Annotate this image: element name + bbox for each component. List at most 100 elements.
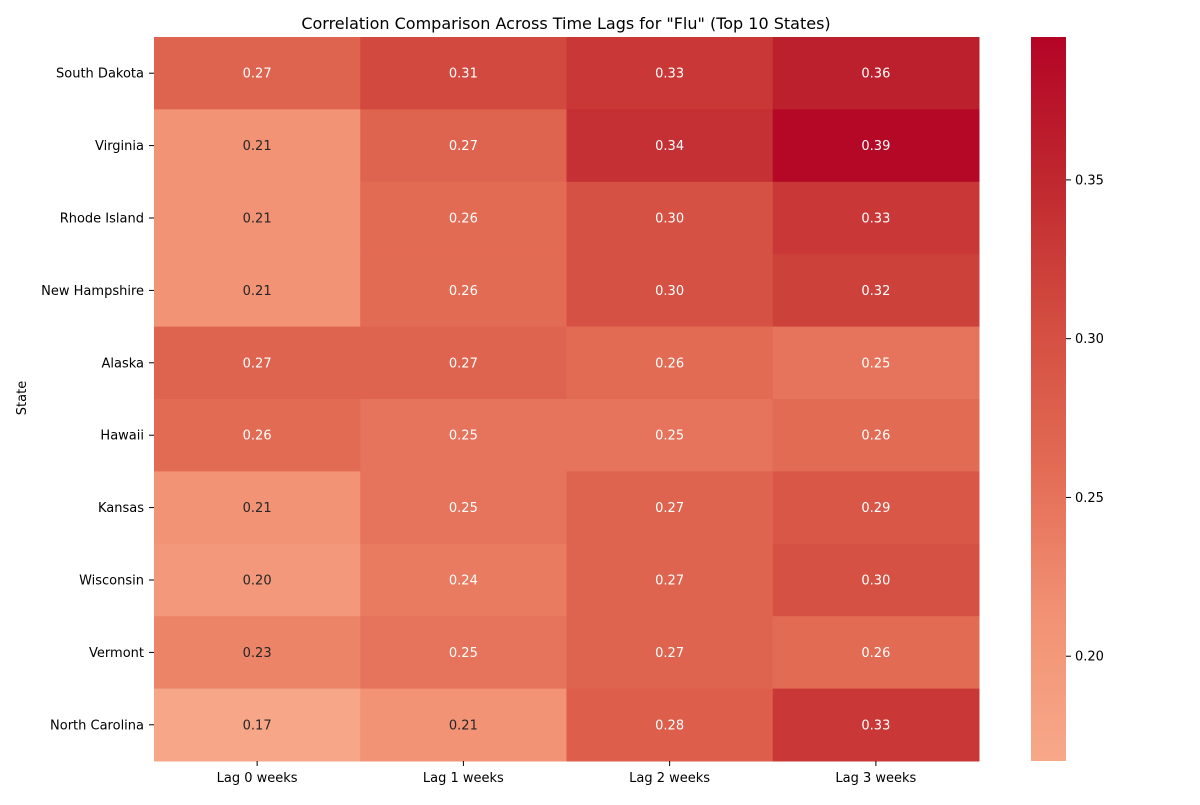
y-tick-label: North Carolina — [50, 718, 144, 733]
cell-value-label: 0.23 — [243, 646, 272, 661]
cell-value-label: 0.28 — [655, 718, 684, 733]
colorbar — [1031, 37, 1066, 761]
heatmap-cell — [154, 109, 361, 183]
heatmap-cell — [154, 254, 361, 328]
cell-value-label: 0.21 — [243, 284, 272, 299]
heatmap-cell — [360, 471, 567, 545]
cell-value-label: 0.27 — [655, 574, 684, 589]
colorbar-ticks: 0.20 0.25 0.30 0.35 — [1066, 173, 1104, 665]
heatmap-cell — [566, 616, 774, 690]
heatmap-cell — [772, 616, 980, 690]
cell-value-label: 0.33 — [655, 67, 684, 82]
cell-value-label: 0.33 — [861, 718, 890, 733]
cell-value-label: 0.25 — [861, 356, 890, 371]
cell-value-label: 0.26 — [655, 356, 684, 371]
cell-value-label: 0.26 — [449, 212, 478, 227]
cell-value-label: 0.26 — [243, 429, 272, 444]
heatmap-cell — [360, 543, 567, 617]
cell-value-label: 0.25 — [449, 429, 478, 444]
heatmap-cell — [772, 254, 980, 328]
heatmap-cell — [772, 181, 980, 255]
heatmap-cell — [154, 37, 361, 110]
cell-value-label: 0.17 — [243, 718, 272, 733]
cell-value-label: 0.21 — [243, 139, 272, 154]
cell-value-label: 0.26 — [861, 646, 890, 661]
cell-value-label: 0.27 — [655, 501, 684, 516]
colorbar-tick-label: 0.20 — [1075, 650, 1104, 665]
heatmap-cell — [360, 37, 567, 110]
heatmap-cells — [154, 37, 980, 762]
cell-value-label: 0.31 — [449, 67, 478, 82]
heatmap-cell — [154, 181, 361, 255]
heatmap-cell — [566, 326, 774, 400]
cell-value-label: 0.30 — [861, 574, 890, 589]
cell-value-label: 0.29 — [861, 501, 890, 516]
heatmap-cell — [360, 399, 567, 472]
heatmap-cell — [566, 688, 774, 762]
x-tick-label: Lag 1 weeks — [423, 771, 504, 786]
cell-value-label: 0.26 — [861, 429, 890, 444]
cell-value-label: 0.24 — [449, 574, 478, 589]
heatmap-cell — [772, 109, 980, 183]
cell-value-label: 0.36 — [861, 67, 890, 82]
heatmap-cell — [566, 109, 774, 183]
colorbar-tick-label: 0.35 — [1075, 173, 1104, 188]
y-tick-label: New Hampshire — [41, 284, 144, 299]
cell-value-label: 0.21 — [449, 718, 478, 733]
cell-value-label: 0.26 — [449, 284, 478, 299]
heatmap-cell — [566, 37, 774, 110]
y-tick-label: Kansas — [98, 501, 144, 516]
cell-value-label: 0.34 — [655, 139, 684, 154]
heatmap-cell — [566, 181, 774, 255]
cell-value-label: 0.20 — [243, 574, 272, 589]
heatmap-cell — [566, 254, 774, 328]
heatmap-cell — [360, 254, 567, 328]
y-tick-label: Virginia — [95, 139, 144, 154]
heatmap-cell — [772, 543, 980, 617]
heatmap-cell — [566, 471, 774, 545]
heatmap-cell — [772, 399, 980, 472]
cell-value-label: 0.32 — [861, 284, 890, 299]
cell-value-label: 0.21 — [243, 212, 272, 227]
cell-value-label: 0.39 — [861, 139, 890, 154]
heatmap-cell — [360, 109, 567, 183]
y-tick-label: Vermont — [89, 646, 144, 661]
x-tick-label: Lag 2 weeks — [629, 771, 710, 786]
heatmap-cell — [772, 326, 980, 400]
heatmap-cell — [154, 688, 361, 762]
cell-value-label: 0.27 — [243, 356, 272, 371]
heatmap-cell — [154, 543, 361, 617]
cell-value-label: 0.27 — [449, 356, 478, 371]
cell-value-label: 0.25 — [449, 501, 478, 516]
heatmap-cell — [154, 616, 361, 690]
heatmap-cell — [566, 399, 774, 472]
cell-value-label: 0.21 — [243, 501, 272, 516]
x-tick-label: Lag 0 weeks — [217, 771, 298, 786]
x-tick-label: Lag 3 weeks — [835, 771, 916, 786]
heatmap-cell — [772, 37, 980, 110]
heatmap-cell — [772, 471, 980, 545]
cell-value-label: 0.33 — [861, 212, 890, 227]
cell-value-label: 0.30 — [655, 284, 684, 299]
cell-value-label: 0.27 — [243, 67, 272, 82]
y-tick-label: Rhode Island — [60, 212, 144, 227]
y-tick-label: Alaska — [101, 356, 144, 371]
cell-value-label: 0.30 — [655, 212, 684, 227]
y-axis-label: State — [15, 381, 30, 415]
colorbar-tick-label: 0.25 — [1075, 491, 1104, 506]
y-tick-label: Hawaii — [100, 429, 144, 444]
heatmap-cell — [154, 399, 361, 472]
heatmap-cell — [566, 543, 774, 617]
heatmap-cell — [360, 688, 567, 762]
x-axis-ticks: Lag 0 weeks Lag 1 weeks Lag 2 weeks Lag 3 w… — [217, 761, 917, 786]
heatmap-cell — [154, 326, 361, 400]
y-tick-label: South Dakota — [56, 67, 144, 82]
cell-value-label: 0.27 — [449, 139, 478, 154]
colorbar-tick-label: 0.30 — [1075, 332, 1104, 347]
chart-title: Correlation Comparison Across Time Lags … — [301, 14, 830, 33]
y-axis-ticks: South Dakota Virginia Rhode Island New Hamp… — [41, 67, 154, 733]
cell-value-label: 0.25 — [449, 646, 478, 661]
heatmap-cell — [154, 471, 361, 545]
